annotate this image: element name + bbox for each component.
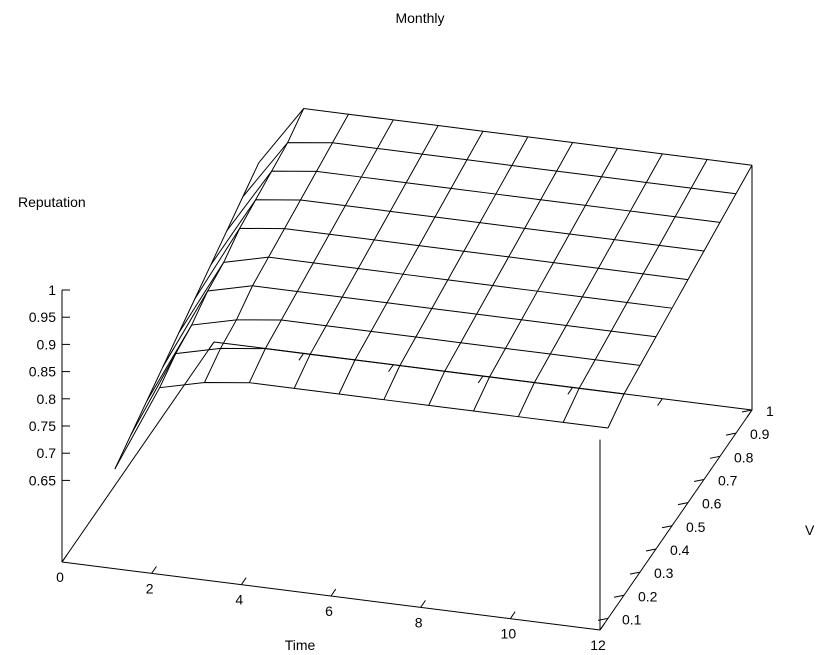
surface-line-time-4 <box>248 119 394 383</box>
surface-line-time-3 <box>204 113 349 383</box>
y-tick <box>741 409 753 413</box>
y-tick-label: 0.2 <box>638 588 658 604</box>
z-axis-ticks: 0.65 0.7 0.75 0.8 0.85 0.9 0.95 1 <box>29 282 70 488</box>
y-tick-label: 0.6 <box>702 496 722 512</box>
surface-line-v-1 <box>258 108 753 166</box>
surface-line-time-2 <box>159 108 305 388</box>
y-tick-label: 1 <box>766 403 774 419</box>
z-tick-label: 0.75 <box>29 418 56 434</box>
x-tick <box>509 611 516 619</box>
surface-line-time-1 <box>114 162 260 470</box>
z-tick-label: 0.65 <box>29 472 56 488</box>
x-tick-back <box>388 364 394 372</box>
y-tick <box>725 432 737 436</box>
z-tick-label: 0.9 <box>37 336 57 352</box>
y-tick <box>597 617 609 621</box>
z-axis-label: Reputation <box>18 194 86 210</box>
surface-line-time-10 <box>517 153 663 417</box>
x-tick <box>240 577 247 585</box>
surface-line-time-11 <box>562 159 708 423</box>
surface-line-time-6 <box>338 130 484 395</box>
y-axis-label: V <box>805 522 815 538</box>
surface-line-v-0.9 <box>242 142 737 198</box>
surface-line-time-7 <box>383 136 529 400</box>
x-tick-label: 4 <box>235 592 243 608</box>
z-tick-label: 1 <box>48 282 56 298</box>
y-tick-label: 0.4 <box>670 542 690 558</box>
y-tick <box>661 525 673 529</box>
x-tick <box>61 554 68 563</box>
surface-line-v-0.3 <box>146 319 641 402</box>
base-back-left-edge <box>61 341 215 563</box>
x-tick <box>330 588 337 597</box>
axis-frame <box>61 165 753 631</box>
surface-line-v-0.7 <box>210 199 705 266</box>
y-tick <box>645 548 657 552</box>
surface-line-v-0.5 <box>178 256 673 334</box>
x-tick-label: 0 <box>56 569 64 585</box>
surface-line-time-8 <box>428 142 574 406</box>
x-tick <box>599 622 606 631</box>
y-tick <box>677 502 689 506</box>
y-tick-label: 0.5 <box>686 519 706 535</box>
x-tick-back <box>298 353 305 361</box>
y-tick <box>629 571 641 575</box>
x-tick <box>420 600 426 608</box>
x-tick-back <box>657 398 663 406</box>
z-tick-label: 0.8 <box>37 391 57 407</box>
x-tick-back <box>746 409 753 418</box>
surface-line-time-12 <box>607 164 753 429</box>
x-axis-label: Time <box>285 637 316 653</box>
surface-line-v-0.4 <box>162 285 657 368</box>
x-tick-label: 10 <box>501 626 517 642</box>
surface-mesh <box>114 108 753 470</box>
y-tick-label: 0.1 <box>622 611 642 627</box>
x-tick-back <box>208 341 215 350</box>
x-tick <box>151 566 157 574</box>
x-tick-label: 2 <box>146 580 154 596</box>
y-tick-label: 0.9 <box>750 426 770 442</box>
y-tick-label: 0.8 <box>734 449 754 465</box>
surface-line-v-0.8 <box>226 170 721 232</box>
surface-line-v-0.2 <box>130 347 625 436</box>
y-tick-label: 0.7 <box>718 472 738 488</box>
y-tick <box>613 594 625 598</box>
z-tick-label: 0.7 <box>37 445 57 461</box>
y-tick <box>709 455 721 459</box>
x-tick-label: 6 <box>325 603 333 619</box>
x-tick-label: 12 <box>590 637 606 653</box>
z-tick-label: 0.95 <box>29 309 56 325</box>
y-axis-ticks: 0.1 0.2 0.3 0.4 0.5 0.6 0.7 0.8 0.9 1 <box>597 403 774 627</box>
x-tick-back <box>477 375 484 384</box>
surface-line-v-0.1 <box>114 381 609 470</box>
z-tick-label: 0.85 <box>29 364 56 380</box>
surface-line-v-0.6 <box>194 227 689 300</box>
x-axis-ticks: 0 2 4 6 8 10 12 <box>56 341 753 653</box>
y-axis-line <box>599 409 753 631</box>
surface-line-time-5 <box>293 125 439 389</box>
chart-title: Monthly <box>395 10 444 26</box>
y-tick <box>693 478 705 482</box>
y-tick-label: 0.3 <box>654 565 674 581</box>
x-tick-back <box>567 387 574 395</box>
surface-line-time-9 <box>473 147 618 412</box>
x-tick-label: 8 <box>415 614 423 630</box>
